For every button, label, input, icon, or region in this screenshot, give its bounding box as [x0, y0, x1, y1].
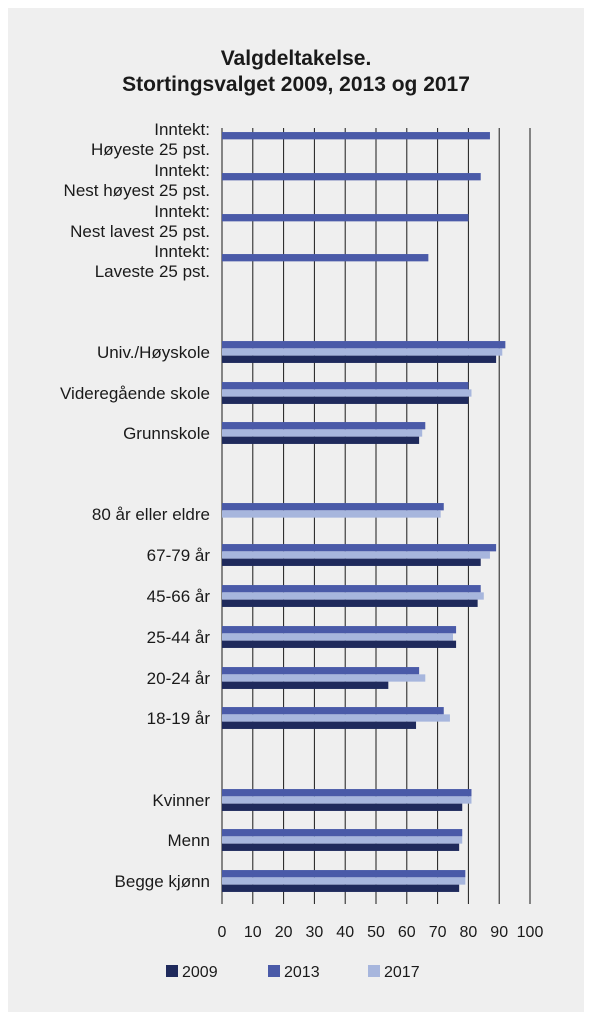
category-label: 25-44 år [147, 628, 211, 647]
category-label: Inntekt: [154, 161, 210, 180]
bar-2017 [222, 633, 453, 641]
category-label: Begge kjønn [115, 872, 210, 891]
x-tick-label: 20 [275, 924, 293, 941]
x-tick-label: 30 [306, 924, 324, 941]
bar-2013 [222, 626, 457, 634]
bar-2017 [222, 592, 484, 600]
x-tick-label: 100 [517, 924, 544, 941]
x-tick-label: 90 [490, 924, 508, 941]
bar-2013 [222, 254, 429, 262]
bar-2009 [222, 681, 389, 689]
bar-2017 [222, 551, 490, 559]
bar-2013 [222, 829, 463, 837]
bar-2017 [222, 510, 441, 518]
legend-swatch [166, 965, 178, 977]
x-tick-label: 50 [367, 924, 385, 941]
bar-2009 [222, 884, 460, 892]
category-label: Kvinner [152, 791, 210, 810]
bar-2017 [222, 877, 466, 885]
bar-2009 [222, 558, 481, 566]
legend: 2009 2013 2017 [166, 964, 420, 981]
bar-2017 [222, 714, 450, 722]
bar-2013 [222, 789, 472, 797]
bar-2013 [222, 173, 481, 181]
category-label: Videregående skole [60, 384, 210, 403]
chart-title-line-1: Valgdeltakelse. [221, 47, 372, 70]
x-axis-ticks: 0 10 20 30 40 50 60 70 80 90 100 [218, 924, 544, 941]
category-label: Inntekt: [154, 202, 210, 221]
bar-2013 [222, 870, 466, 878]
category-label: Inntekt: [154, 120, 210, 139]
x-tick-label: 60 [398, 924, 416, 941]
category-label: 80 år eller eldre [92, 505, 210, 524]
bar-2013 [222, 667, 420, 675]
chart-title-line-2: Stortingsvalget 2009, 2013 og 2017 [122, 73, 470, 96]
legend-item-2013: 2013 [268, 964, 320, 981]
bar-2017 [222, 796, 472, 804]
category-label: 18-19 år [147, 709, 211, 728]
legend-item-2009: 2009 [166, 964, 218, 981]
category-label: Høyeste 25 pst. [91, 140, 210, 159]
bar-2009 [222, 640, 457, 648]
legend-swatch [268, 965, 280, 977]
bar-2013 [222, 422, 426, 430]
category-label: Menn [167, 831, 210, 850]
bar-2009 [222, 721, 417, 729]
bar-2009 [222, 843, 460, 851]
bar-2017 [222, 429, 423, 437]
bar-2009 [222, 803, 463, 811]
bar-2017 [222, 348, 503, 356]
category-label: 20-24 år [147, 669, 211, 688]
bar-2013 [222, 341, 506, 349]
bar-2009 [222, 436, 420, 444]
bar-2013 [222, 544, 497, 552]
category-label: Nest lavest 25 pst. [70, 222, 210, 241]
category-label: 67-79 år [147, 546, 211, 565]
x-tick-label: 40 [336, 924, 354, 941]
x-tick-label: 80 [460, 924, 478, 941]
bar-2013 [222, 214, 469, 222]
bar-2009 [222, 599, 478, 607]
category-labels: Inntekt:Høyeste 25 pst.Inntekt:Nest høye… [60, 120, 210, 891]
legend-swatch [368, 965, 380, 977]
bar-2013 [222, 707, 444, 715]
legend-item-2017: 2017 [368, 964, 420, 981]
bar-2009 [222, 355, 497, 363]
legend-label: 2013 [284, 964, 320, 981]
category-label: Grunnskole [123, 424, 210, 443]
category-label: Univ./Høyskole [97, 343, 210, 362]
bar-2017 [222, 389, 472, 397]
category-label: Laveste 25 pst. [95, 262, 210, 281]
legend-label: 2009 [182, 964, 218, 981]
bar-2013 [222, 503, 444, 511]
bar-2013 [222, 132, 490, 140]
bar-2017 [222, 836, 463, 844]
legend-label: 2017 [384, 964, 420, 981]
x-tick-label: 0 [218, 924, 227, 941]
category-label: Nest høyest 25 pst. [64, 181, 210, 200]
x-tick-label: 10 [244, 924, 262, 941]
bar-2009 [222, 396, 469, 404]
x-tick-label: 70 [429, 924, 447, 941]
category-label: Inntekt: [154, 242, 210, 261]
bar-2013 [222, 585, 481, 593]
bar-2017 [222, 674, 426, 682]
bar-2013 [222, 382, 469, 390]
bars-group [222, 132, 506, 892]
category-label: 45-66 år [147, 587, 211, 606]
